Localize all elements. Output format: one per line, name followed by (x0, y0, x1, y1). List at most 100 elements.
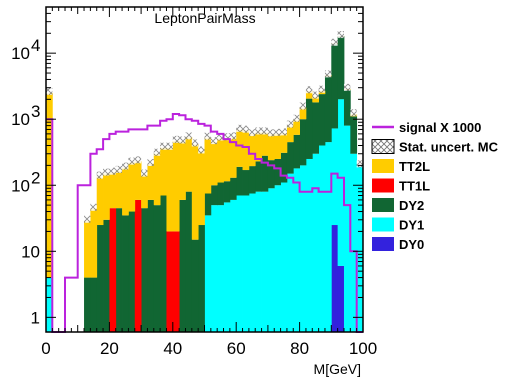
bar-tt2l-bin-8 (96, 176, 104, 226)
legend-label-signal: signal X 1000 (399, 120, 481, 135)
bar-dy1-bin-45 (331, 128, 339, 226)
bar-dy1-bin-44 (324, 142, 332, 332)
bar-dy2-bin-35 (267, 160, 275, 189)
uncertainty-bin-19 (166, 142, 173, 150)
legend-swatch-dy1 (372, 217, 394, 232)
bar-dy2-bin-37 (280, 152, 288, 183)
bar-tt2l-bin-24 (198, 151, 205, 226)
bar-tt2l-bin-37 (280, 133, 288, 153)
bar-dy2-bin-41 (305, 98, 313, 159)
bar-dy2-bin-46 (337, 36, 345, 100)
legend-label-tt2l: TT2L (399, 159, 430, 174)
bar-tt2l-bin-10 (109, 172, 117, 209)
bar-tt2l-bin-13 (128, 162, 136, 212)
bar-tt2l-bin-18 (160, 147, 167, 196)
bar-tt2l-bin-30 (236, 129, 243, 167)
bar-dy2-bin-36 (274, 158, 281, 186)
uncertainty-bin-8 (96, 171, 104, 179)
bar-dy2-bin-27 (217, 182, 224, 206)
signal-curve (46, 113, 363, 333)
uncertainty-bin-32 (248, 129, 256, 137)
x-tick-label: 20 (100, 339, 119, 358)
bar-dy1-bin-46 (337, 99, 345, 266)
bar-tt1l-bin-10 (109, 208, 117, 332)
axis-ticks (45, 6, 364, 332)
bar-dy1-bin-43 (318, 145, 326, 332)
uncertainty-bin-18 (160, 142, 167, 150)
legend-label-dy1: DY1 (399, 218, 424, 233)
uncertainty-bin-40 (299, 102, 306, 110)
bar-dy1-bin-0 (46, 277, 53, 332)
uncertainty-bin-41 (305, 86, 313, 94)
bar-tt2l-bin-17 (153, 153, 161, 206)
bar-dy2-bin-31 (242, 170, 250, 196)
bar-dy2-bin-34 (261, 155, 269, 192)
uncertainty-bin-42 (312, 91, 319, 99)
y-tick-label: 10 (11, 176, 30, 195)
y-tick-label: 10 (21, 242, 40, 261)
y-tick-exponent: 4 (31, 36, 40, 55)
uncertainty-bin-38 (286, 120, 294, 128)
x-tick-label: 60 (227, 339, 246, 358)
bar-tt2l-bin-40 (299, 107, 307, 120)
uncertainty-bin-9 (103, 168, 110, 176)
uncertainty-bin-26 (210, 137, 218, 145)
y-tick-label: 10 (11, 110, 30, 129)
y-tick-exponent: 2 (31, 168, 40, 187)
bar-dy1-bin-36 (274, 185, 281, 332)
legend-swatch-tt1l (372, 178, 394, 193)
y-tick-exponent: 3 (31, 102, 40, 121)
x-tick-labels: 0 20 40 60 80 100 (41, 339, 377, 358)
bar-tt2l-bin-7 (90, 208, 98, 278)
bar-dy2-bin-48 (350, 116, 358, 154)
uncertainty-bin-20 (172, 135, 180, 143)
bar-dy2-bin-47 (343, 89, 351, 126)
legend-label-dy2: DY2 (399, 198, 424, 213)
uncertainty-bin-45 (331, 38, 338, 46)
uncertainty-bin-12 (122, 162, 129, 170)
uncertainty-bin-23 (191, 139, 199, 147)
bar-dy1-bin-47 (343, 125, 351, 332)
y-tick-label: 10 (11, 44, 30, 63)
legend-swatch-tt2l (372, 159, 394, 173)
bar-dy2-bin-16 (147, 199, 155, 332)
uncertainty-bin-24 (198, 146, 205, 154)
bar-dy2-bin-33 (255, 161, 262, 192)
bar-dy2-bin-22 (185, 191, 193, 332)
uncertainty-bin-34 (261, 127, 268, 135)
legend-swatch-dy2 (372, 198, 394, 212)
bar-dy2-bin-7 (90, 277, 98, 332)
uncertainty-bin-33 (255, 127, 262, 135)
bar-dy1-bin-33 (255, 191, 262, 332)
bar-tt2l-bin-35 (267, 134, 275, 161)
bar-dy2-bin-9 (103, 219, 110, 332)
bar-dy1-bin-34 (261, 191, 269, 332)
bar-dy2-bin-30 (236, 166, 243, 196)
uncertainty-bin-44 (324, 70, 332, 78)
bar-tt2l-bin-23 (191, 144, 199, 240)
bar-tt1l-bin-19 (166, 231, 174, 332)
bar-dy1-bin-25 (204, 215, 212, 332)
bar-dy2-bin-39 (293, 134, 300, 169)
uncertainty-bin-46 (337, 31, 344, 39)
bar-dy1-bin-31 (242, 195, 250, 332)
bar-dy2-bin-23 (191, 239, 199, 332)
bar-dy1-bin-40 (299, 165, 307, 332)
uncertainty-bin-15 (141, 169, 148, 177)
bar-tt2l-bin-25 (204, 137, 212, 194)
bar-dy2-bin-28 (223, 181, 231, 203)
bar-dy2-bin-25 (204, 193, 212, 216)
uncertainty-bin-11 (115, 165, 123, 173)
bar-dy1-bin-41 (305, 158, 313, 332)
uncertainty-bin-49 (356, 160, 363, 168)
bar-tt1l-bin-14 (134, 199, 142, 332)
bar-dy1-bin-28 (223, 202, 231, 332)
bar-dy2-bin-29 (229, 177, 237, 200)
uncertainty-bin-14 (134, 156, 142, 164)
uncertainty-bin-47 (343, 83, 351, 91)
uncertainty-bin-27 (217, 133, 224, 141)
uncertainty-bin-25 (204, 132, 211, 140)
bar-tt2l-bin-41 (305, 91, 313, 99)
uncertainty-bin-31 (242, 125, 249, 133)
legend-swatch-uncertainty (371, 139, 395, 154)
